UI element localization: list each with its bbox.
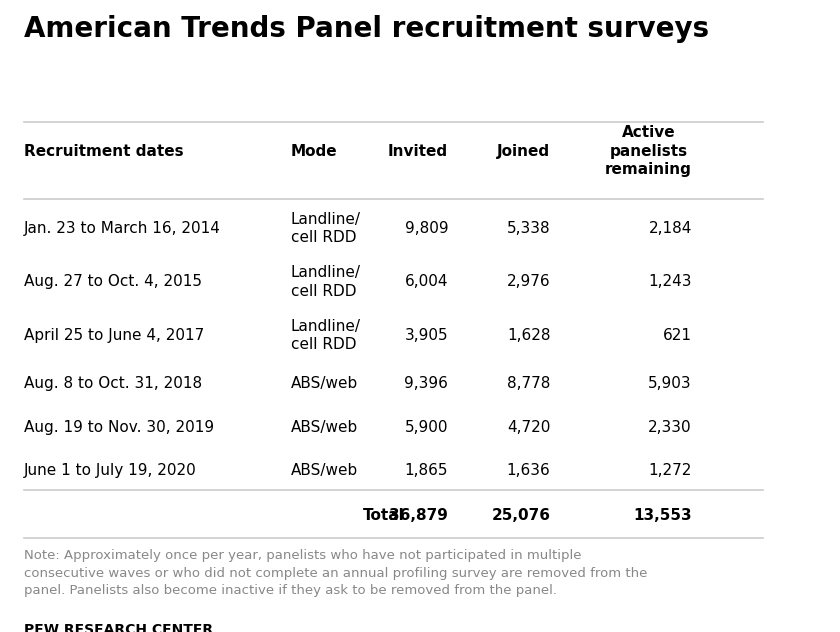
Text: 1,636: 1,636 [507,463,550,478]
Text: Recruitment dates: Recruitment dates [24,144,183,159]
Text: ABS/web: ABS/web [291,420,358,435]
Text: American Trends Panel recruitment surveys: American Trends Panel recruitment survey… [24,15,709,43]
Text: 9,396: 9,396 [404,376,449,391]
Text: 1,272: 1,272 [648,463,692,478]
Text: 5,903: 5,903 [648,376,692,391]
Text: 3,905: 3,905 [405,328,449,343]
Text: 36,879: 36,879 [390,508,449,523]
Text: 6,004: 6,004 [405,274,449,289]
Text: 25,076: 25,076 [491,508,550,523]
Text: Landline/
cell RDD: Landline/ cell RDD [291,319,361,352]
Text: 5,338: 5,338 [507,221,550,236]
Text: 1,628: 1,628 [507,328,550,343]
Text: Active
panelists
remaining: Active panelists remaining [605,125,692,178]
Text: Aug. 27 to Oct. 4, 2015: Aug. 27 to Oct. 4, 2015 [24,274,202,289]
Text: Invited: Invited [388,144,449,159]
Text: Aug. 8 to Oct. 31, 2018: Aug. 8 to Oct. 31, 2018 [24,376,202,391]
Text: 621: 621 [663,328,692,343]
Text: Landline/
cell RDD: Landline/ cell RDD [291,212,361,245]
Text: ABS/web: ABS/web [291,376,358,391]
Text: ABS/web: ABS/web [291,463,358,478]
Text: June 1 to July 19, 2020: June 1 to July 19, 2020 [24,463,197,478]
Text: 2,184: 2,184 [648,221,692,236]
Text: PEW RESEARCH CENTER: PEW RESEARCH CENTER [24,623,213,632]
Text: 9,809: 9,809 [405,221,449,236]
Text: Joined: Joined [497,144,550,159]
Text: Total: Total [363,508,405,523]
Text: 5,900: 5,900 [405,420,449,435]
Text: 1,865: 1,865 [405,463,449,478]
Text: Mode: Mode [291,144,338,159]
Text: 4,720: 4,720 [507,420,550,435]
Text: Note: Approximately once per year, panelists who have not participated in multip: Note: Approximately once per year, panel… [24,549,647,597]
Text: 2,330: 2,330 [648,420,692,435]
Text: Landline/
cell RDD: Landline/ cell RDD [291,265,361,299]
Text: Aug. 19 to Nov. 30, 2019: Aug. 19 to Nov. 30, 2019 [24,420,213,435]
Text: April 25 to June 4, 2017: April 25 to June 4, 2017 [24,328,204,343]
Text: 13,553: 13,553 [633,508,692,523]
Text: Jan. 23 to March 16, 2014: Jan. 23 to March 16, 2014 [24,221,220,236]
Text: 2,976: 2,976 [507,274,550,289]
Text: 1,243: 1,243 [648,274,692,289]
Text: 8,778: 8,778 [507,376,550,391]
